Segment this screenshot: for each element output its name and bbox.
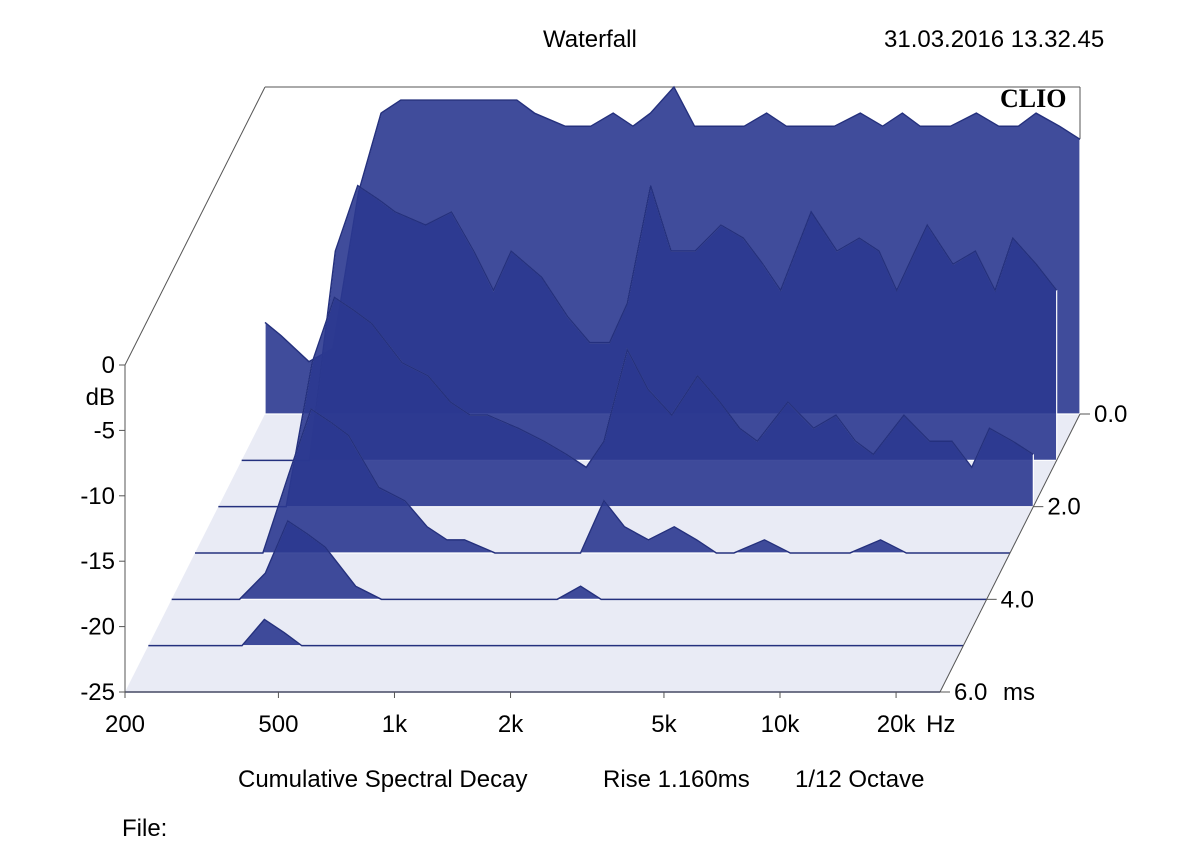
y-tick-label: 0 <box>102 352 115 379</box>
file-label: File: <box>122 815 168 842</box>
x-tick-label: 2k <box>498 711 524 738</box>
x-tick-label: 500 <box>258 711 298 738</box>
caption-rise: Rise 1.160ms <box>603 766 750 793</box>
y-tick-label: -15 <box>80 548 115 575</box>
waterfall-trace <box>171 519 987 601</box>
waterfall-trace <box>195 407 1010 554</box>
timestamp: 31.03.2016 13.32.45 <box>884 26 1105 53</box>
z-tick-label: 4.0 <box>1001 586 1034 613</box>
z-tick-label: 6.0 <box>954 679 987 706</box>
waterfall-trace <box>218 296 1034 508</box>
x-tick-label: 5k <box>651 711 677 738</box>
z-axis <box>939 413 1081 693</box>
waterfall-trace <box>148 618 964 647</box>
y-unit-label: dB <box>86 384 115 411</box>
x-tick-label: 20k <box>877 711 917 738</box>
x-unit-label: Hz <box>926 711 955 738</box>
waterfall-trace <box>241 184 1058 462</box>
back-edge-left <box>124 86 266 366</box>
waterfall-trace <box>264 85 1081 363</box>
x-tick-label: 200 <box>105 711 145 738</box>
z-tick-label: 0.0 <box>1094 401 1127 428</box>
y-tick-label: -25 <box>80 679 115 706</box>
chart-title: Waterfall <box>543 26 637 53</box>
z-unit-label: ms <box>1003 679 1035 706</box>
caption-main: Cumulative Spectral Decay <box>238 766 528 793</box>
x-tick-label: 1k <box>382 711 408 738</box>
y-tick-label: -10 <box>80 483 115 510</box>
x-tick-label: 10k <box>761 711 801 738</box>
y-tick-label: -5 <box>94 417 115 444</box>
y-tick-label: -20 <box>80 614 115 641</box>
clio-logo: CLIO <box>1000 84 1067 113</box>
z-tick-label: 2.0 <box>1047 494 1080 521</box>
caption-smoothing: 1/12 Octave <box>795 766 925 793</box>
